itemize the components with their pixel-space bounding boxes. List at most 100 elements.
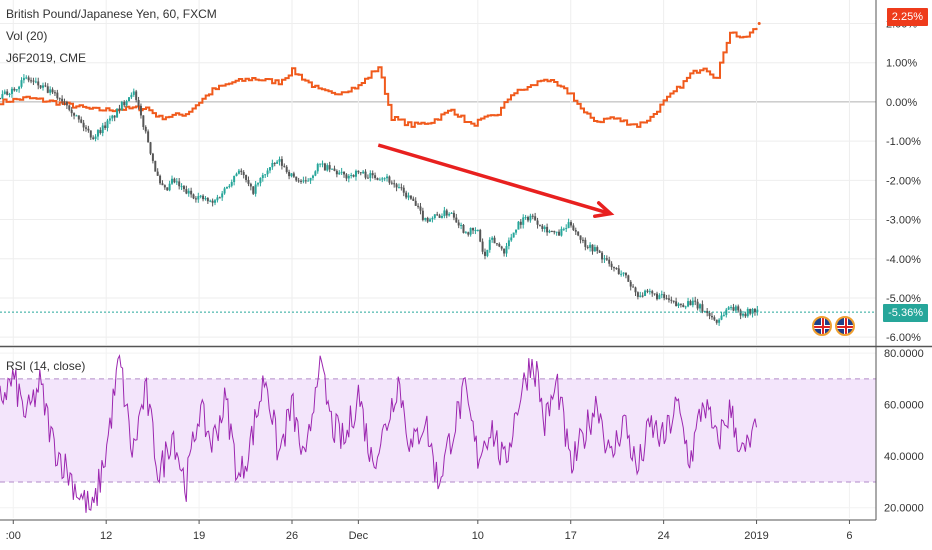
- candle-body: [699, 304, 702, 309]
- candle-body: [486, 249, 489, 256]
- trend-arrow: [377, 143, 615, 219]
- candle-body: [8, 93, 11, 95]
- candle-body: [30, 80, 33, 82]
- candle-body: [292, 173, 295, 177]
- candle-body: [283, 165, 286, 167]
- candle-body: [240, 170, 243, 173]
- candle-body: [319, 163, 322, 165]
- candle-body: [70, 109, 73, 114]
- candle-body: [118, 108, 121, 111]
- candle-body: [691, 300, 694, 306]
- candle-body: [85, 127, 88, 129]
- candle-body: [137, 99, 140, 106]
- candle-body: [376, 178, 379, 180]
- candle-body: [452, 212, 455, 218]
- candle-body: [125, 101, 128, 106]
- candle-body: [737, 306, 740, 311]
- candle-body: [187, 190, 190, 194]
- candle-body: [314, 171, 317, 176]
- candle-body: [433, 214, 436, 218]
- candle-body: [460, 224, 463, 226]
- candle-body: [366, 177, 369, 179]
- time-tick-label: 24: [658, 530, 670, 542]
- candle-body: [390, 182, 393, 184]
- uk-flag-icon[interactable]: [835, 316, 855, 336]
- candle-body: [247, 179, 250, 184]
- candle-body: [567, 222, 570, 229]
- candle-body: [44, 85, 47, 87]
- candle-body: [708, 312, 711, 317]
- candle-body: [579, 235, 582, 240]
- candle-body: [280, 159, 283, 166]
- candle-body: [130, 94, 133, 98]
- legend-rsi[interactable]: RSI (14, close): [6, 359, 86, 373]
- candle-body: [182, 186, 185, 190]
- candle-body: [89, 130, 92, 138]
- candle-body: [445, 210, 448, 216]
- candle-body: [42, 85, 45, 88]
- candle-body: [3, 91, 6, 95]
- candle-body: [720, 315, 723, 320]
- candle-body: [206, 198, 209, 202]
- candle-body: [753, 309, 756, 313]
- legend-futures[interactable]: J6F2019, CME: [6, 51, 87, 65]
- candle-body: [300, 180, 303, 182]
- candle-body: [665, 298, 668, 300]
- candle-body: [154, 160, 157, 172]
- candle-body: [569, 222, 572, 226]
- candle-body: [34, 81, 37, 83]
- candle-body: [25, 77, 28, 79]
- candle-body: [249, 183, 252, 187]
- candle-body: [397, 187, 400, 189]
- candle-body: [639, 295, 642, 297]
- candle-body: [166, 187, 169, 191]
- candle-body: [94, 136, 97, 139]
- price-axis[interactable]: 2.00%1.00%0.00%-1.00%-2.00%-3.00%-4.00%-…: [886, 19, 921, 345]
- candle-body: [730, 307, 733, 309]
- uk-flag-icon[interactable]: [812, 316, 832, 336]
- candle-body: [443, 210, 446, 217]
- candle-body: [610, 263, 613, 268]
- candle-body: [338, 172, 341, 175]
- legend-main-symbol[interactable]: British Pound/Japanese Yen, 60, FXCM: [6, 7, 217, 21]
- candle-body: [75, 115, 78, 117]
- candle-body: [395, 184, 398, 188]
- candle-body: [469, 227, 472, 235]
- candle-body: [715, 319, 718, 323]
- candle-body: [99, 130, 102, 134]
- candle-body: [636, 292, 639, 297]
- candle-body: [149, 142, 152, 154]
- main-series: [0, 22, 876, 326]
- candle-body: [493, 237, 496, 244]
- candle-body: [677, 303, 680, 306]
- price-last-badge: -5.36%: [883, 304, 928, 322]
- time-tick-label: 12: [100, 530, 112, 542]
- candle-body: [632, 286, 635, 288]
- candle-body: [216, 197, 219, 201]
- candle-body: [156, 171, 159, 176]
- candle-body: [15, 89, 18, 91]
- candle-body: [620, 273, 623, 275]
- candle-body: [257, 183, 260, 185]
- candle-body: [161, 183, 164, 186]
- candle-body: [543, 226, 546, 229]
- candle-body: [285, 166, 288, 172]
- candle-body: [634, 287, 637, 293]
- candle-body: [252, 186, 255, 194]
- candle-body: [648, 291, 651, 293]
- candle-body: [32, 80, 35, 82]
- candle-body: [323, 163, 326, 171]
- price-tick-label: 0.00%: [886, 97, 917, 109]
- candle-body: [333, 168, 336, 171]
- rsi-axis[interactable]: 80.0000 60.0000 40.0000 20.0000: [884, 348, 924, 515]
- candle-body: [199, 195, 202, 197]
- arrow-head: [593, 201, 615, 219]
- time-axis[interactable]: :00 12 19 26 Dec 10 17 24 2019 6: [6, 520, 853, 542]
- candle-body: [675, 301, 678, 306]
- legend-volume[interactable]: Vol (20): [6, 29, 48, 43]
- candle-body: [684, 306, 687, 308]
- candle-body: [335, 170, 338, 175]
- candle-body: [510, 237, 513, 241]
- candle-body: [550, 230, 553, 232]
